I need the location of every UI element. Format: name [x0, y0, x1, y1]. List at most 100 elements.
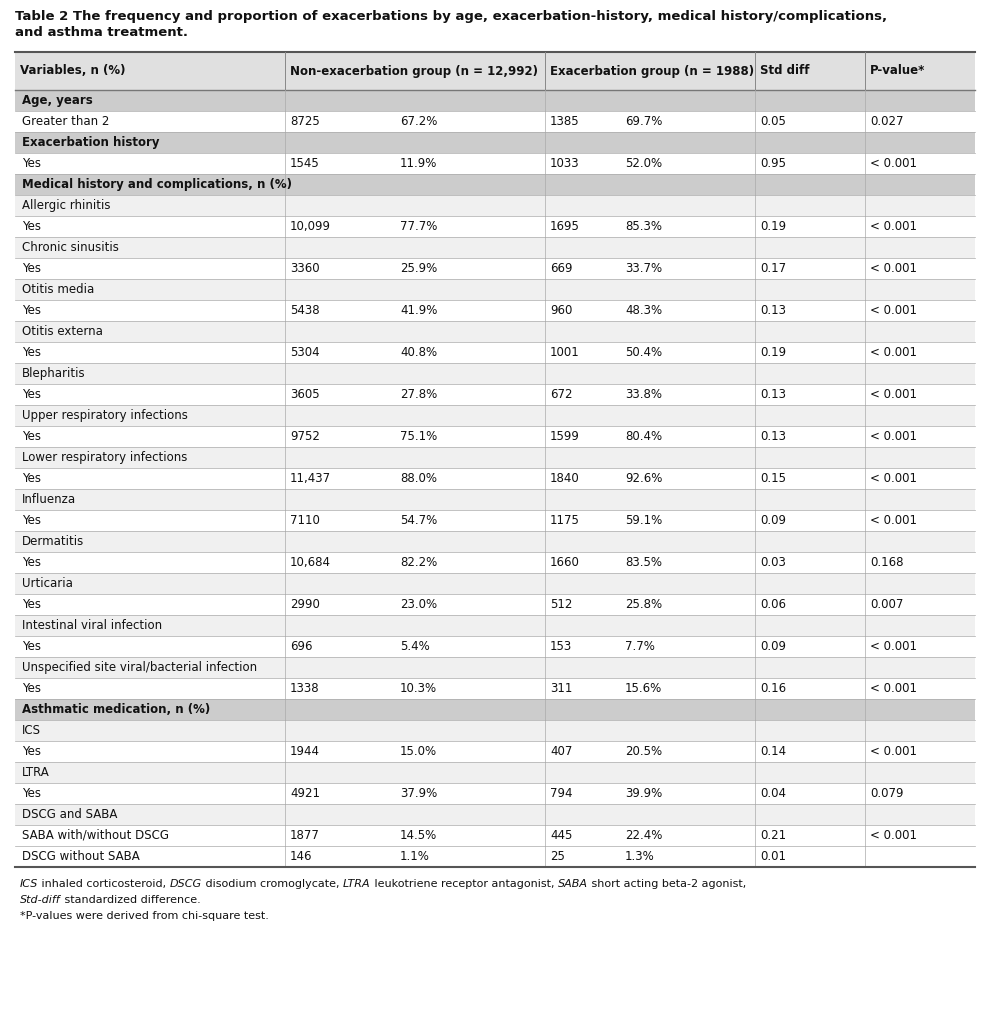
Text: 672: 672 — [550, 388, 573, 401]
Bar — [15, 825, 975, 846]
Text: 14.5%: 14.5% — [400, 829, 437, 842]
Text: Yes: Yes — [22, 745, 41, 758]
Text: 5.4%: 5.4% — [400, 640, 430, 653]
Text: Yes: Yes — [22, 556, 41, 569]
Bar — [15, 153, 975, 174]
Text: 1338: 1338 — [290, 682, 319, 695]
Text: Dermatitis: Dermatitis — [22, 535, 84, 548]
Text: < 0.001: < 0.001 — [870, 640, 917, 653]
Bar — [15, 279, 975, 300]
Text: 25: 25 — [550, 850, 565, 863]
Text: Urticaria: Urticaria — [22, 577, 73, 590]
Bar — [15, 300, 975, 321]
Bar — [15, 426, 975, 447]
Text: short acting beta-2 agonist,: short acting beta-2 agonist, — [587, 879, 746, 889]
Text: inhaled corticosteroid,: inhaled corticosteroid, — [39, 879, 170, 889]
Bar — [15, 678, 975, 699]
Bar — [15, 594, 975, 615]
Text: 0.09: 0.09 — [760, 640, 786, 653]
Text: 85.3%: 85.3% — [625, 220, 662, 233]
Text: Yes: Yes — [22, 304, 41, 317]
Text: 0.03: 0.03 — [760, 556, 786, 569]
Text: 33.8%: 33.8% — [625, 388, 662, 401]
Text: 22.4%: 22.4% — [625, 829, 663, 842]
Bar — [15, 406, 975, 426]
Text: 54.7%: 54.7% — [400, 514, 437, 527]
Text: 82.2%: 82.2% — [400, 556, 437, 569]
Text: Yes: Yes — [22, 682, 41, 695]
Text: SABA: SABA — [558, 879, 587, 889]
Text: Std diff: Std diff — [760, 65, 810, 78]
Text: 25.8%: 25.8% — [625, 598, 662, 611]
Text: 146: 146 — [290, 850, 313, 863]
Text: 0.14: 0.14 — [760, 745, 786, 758]
Bar — [15, 489, 975, 510]
Text: 1944: 1944 — [290, 745, 320, 758]
Text: and asthma treatment.: and asthma treatment. — [15, 26, 188, 39]
Text: Variables, n (%): Variables, n (%) — [20, 65, 126, 78]
Text: 311: 311 — [550, 682, 573, 695]
Text: 1033: 1033 — [550, 157, 580, 170]
Text: 0.15: 0.15 — [760, 472, 786, 485]
Text: Exacerbation group (n = 1988): Exacerbation group (n = 1988) — [550, 65, 755, 78]
Text: Exacerbation history: Exacerbation history — [22, 136, 159, 150]
Text: 27.8%: 27.8% — [400, 388, 437, 401]
Text: 3605: 3605 — [290, 388, 319, 401]
Bar — [15, 321, 975, 342]
Bar — [15, 258, 975, 279]
Text: 0.027: 0.027 — [870, 115, 904, 128]
Text: Upper respiratory infections: Upper respiratory infections — [22, 409, 188, 422]
Text: Age, years: Age, years — [22, 94, 93, 106]
Bar — [15, 741, 975, 762]
Text: ICS: ICS — [22, 724, 41, 737]
Text: DSCG without SABA: DSCG without SABA — [22, 850, 139, 863]
Bar — [15, 362, 975, 384]
Text: 0.04: 0.04 — [760, 787, 786, 800]
Bar — [15, 237, 975, 258]
Text: < 0.001: < 0.001 — [870, 262, 917, 275]
Text: *P-values were derived from chi-square test.: *P-values were derived from chi-square t… — [20, 911, 269, 921]
Text: LTRA: LTRA — [22, 766, 49, 779]
Bar — [15, 510, 975, 531]
Text: 0.01: 0.01 — [760, 850, 786, 863]
Text: Asthmatic medication, n (%): Asthmatic medication, n (%) — [22, 703, 211, 716]
Text: 80.4%: 80.4% — [625, 430, 662, 443]
Text: 41.9%: 41.9% — [400, 304, 437, 317]
Text: 1545: 1545 — [290, 157, 319, 170]
Bar — [15, 384, 975, 406]
Text: 0.007: 0.007 — [870, 598, 903, 611]
Text: 59.1%: 59.1% — [625, 514, 663, 527]
Text: 7110: 7110 — [290, 514, 319, 527]
Text: 1.3%: 1.3% — [625, 850, 655, 863]
Text: Yes: Yes — [22, 472, 41, 485]
Text: < 0.001: < 0.001 — [870, 157, 917, 170]
Text: Std-diff: Std-diff — [20, 895, 60, 905]
Text: 0.16: 0.16 — [760, 682, 786, 695]
Bar — [15, 195, 975, 216]
Text: 153: 153 — [550, 640, 573, 653]
Bar — [15, 552, 975, 573]
Text: 67.2%: 67.2% — [400, 115, 437, 128]
Text: 9752: 9752 — [290, 430, 319, 443]
Text: disodium cromoglycate,: disodium cromoglycate, — [202, 879, 343, 889]
Text: Chronic sinusitis: Chronic sinusitis — [22, 241, 119, 254]
Bar — [15, 573, 975, 594]
Text: Yes: Yes — [22, 640, 41, 653]
Bar — [15, 90, 975, 111]
Text: 25.9%: 25.9% — [400, 262, 437, 275]
Text: 1840: 1840 — [550, 472, 580, 485]
Text: 696: 696 — [290, 640, 313, 653]
Text: 88.0%: 88.0% — [400, 472, 437, 485]
Text: Intestinal viral infection: Intestinal viral infection — [22, 618, 162, 632]
Text: < 0.001: < 0.001 — [870, 682, 917, 695]
Text: Greater than 2: Greater than 2 — [22, 115, 110, 128]
Text: ICS: ICS — [20, 879, 39, 889]
Bar — [15, 111, 975, 132]
Bar — [15, 132, 975, 153]
Text: < 0.001: < 0.001 — [870, 346, 917, 359]
Bar — [15, 699, 975, 720]
Text: 77.7%: 77.7% — [400, 220, 437, 233]
Text: 37.9%: 37.9% — [400, 787, 437, 800]
Text: < 0.001: < 0.001 — [870, 514, 917, 527]
Text: 1001: 1001 — [550, 346, 580, 359]
